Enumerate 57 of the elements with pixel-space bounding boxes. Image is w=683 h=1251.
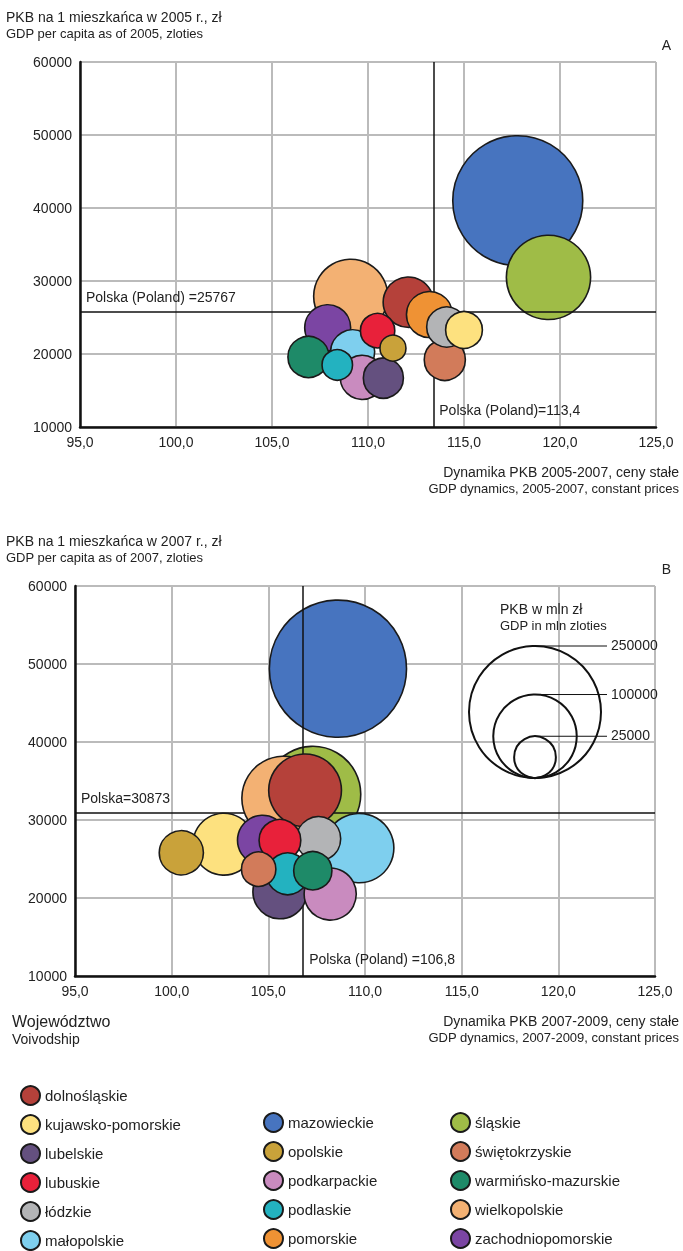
legend-label: podlaskie bbox=[288, 1201, 352, 1218]
ref-line-label: Polska=30873 bbox=[81, 790, 171, 807]
legend-label: zachodniopomorskie bbox=[475, 1230, 613, 1247]
x-tick-label: 100,0 bbox=[154, 983, 190, 999]
legend-label: kujawsko-pomorskie bbox=[45, 1116, 181, 1133]
y-axis-title: PKB na 1 mieszkańca w 2005 r., zł GDP per capita as of 2005, zloties bbox=[6, 9, 223, 41]
ref-line-label: Polska (Poland) =106,8 bbox=[309, 951, 456, 967]
legend-label: 250000 bbox=[611, 637, 658, 653]
legend-label: śląskie bbox=[475, 1114, 521, 1131]
x-axis-title: Dynamika PKB 2007-2009, ceny stałe GDP dynamics, 2007-2009, constant prices bbox=[428, 1013, 680, 1045]
legend-label: 100000 bbox=[611, 685, 658, 702]
x-tick-label: 115,0 bbox=[447, 434, 482, 450]
y-tick-label: 40000 bbox=[33, 200, 73, 216]
legend-label: lubuskie bbox=[45, 1174, 101, 1191]
x-tick-label: 120,0 bbox=[542, 434, 578, 450]
legend-label: dolnośląskie bbox=[45, 1087, 128, 1104]
y-tick-label: 50000 bbox=[33, 127, 73, 143]
legend-label: łódzkie bbox=[45, 1203, 92, 1220]
legend-label: warmińsko-mazurskie bbox=[474, 1172, 621, 1189]
y-axis-title: PKB na 1 mieszkańca w 2007 r., zł GDP per capita as of 2007, zloties bbox=[6, 533, 223, 565]
legend-label: świętokrzyskie bbox=[475, 1143, 572, 1160]
x-tick-label: 110,0 bbox=[348, 983, 383, 999]
y-tick-label: 10000 bbox=[33, 419, 73, 435]
y-tick-label: 30000 bbox=[28, 812, 68, 828]
y-tick-label: 20000 bbox=[33, 346, 73, 362]
x-tick-label: 110,0 bbox=[351, 434, 386, 450]
annotation: PKB w mln zł GDP in mln zloties bbox=[500, 601, 608, 633]
chart-title: B bbox=[661, 561, 672, 577]
x-tick-label: 100,0 bbox=[158, 434, 194, 450]
legend-label: opolskie bbox=[288, 1143, 344, 1160]
y-tick-label: 10000 bbox=[28, 968, 68, 984]
legend-label: podkarpackie bbox=[288, 1172, 378, 1189]
y-tick-label: 60000 bbox=[28, 578, 68, 594]
legend-label: 25000 bbox=[611, 727, 651, 744]
legend-label: pomorskie bbox=[288, 1230, 358, 1247]
x-axis-title: Dynamika PKB 2005-2007, ceny stałe GDP dynamics, 2005-2007, constant prices bbox=[428, 464, 680, 496]
x-tick-label: 125,0 bbox=[638, 434, 674, 450]
x-tick-label: 120,0 bbox=[540, 983, 577, 999]
y-tick-label: 40000 bbox=[28, 734, 68, 750]
y-tick-label: 30000 bbox=[33, 273, 73, 289]
legend-title: Województwo Voivodship bbox=[12, 1012, 111, 1047]
legend-label: mazowieckie bbox=[288, 1114, 374, 1131]
ref-line-label: Polska (Poland)=113,4 bbox=[439, 402, 581, 418]
ref-line-label: Polska (Poland) =25767 bbox=[86, 288, 237, 305]
legend-label: lubelskie bbox=[45, 1145, 104, 1162]
x-tick-label: 105,0 bbox=[250, 983, 287, 999]
x-tick-label: 105,0 bbox=[254, 434, 290, 450]
x-tick-label: 125,0 bbox=[637, 983, 673, 999]
legend-label: wielkopolskie bbox=[474, 1201, 564, 1218]
x-tick-label: 95,0 bbox=[61, 983, 89, 999]
y-tick-label: 60000 bbox=[33, 54, 73, 70]
x-tick-label: 95,0 bbox=[66, 434, 94, 450]
legend-label: małopolskie bbox=[45, 1232, 125, 1249]
y-tick-label: 20000 bbox=[28, 890, 68, 906]
y-tick-label: 50000 bbox=[28, 656, 68, 672]
chart-title: A bbox=[661, 37, 672, 53]
x-tick-label: 115,0 bbox=[444, 983, 479, 999]
